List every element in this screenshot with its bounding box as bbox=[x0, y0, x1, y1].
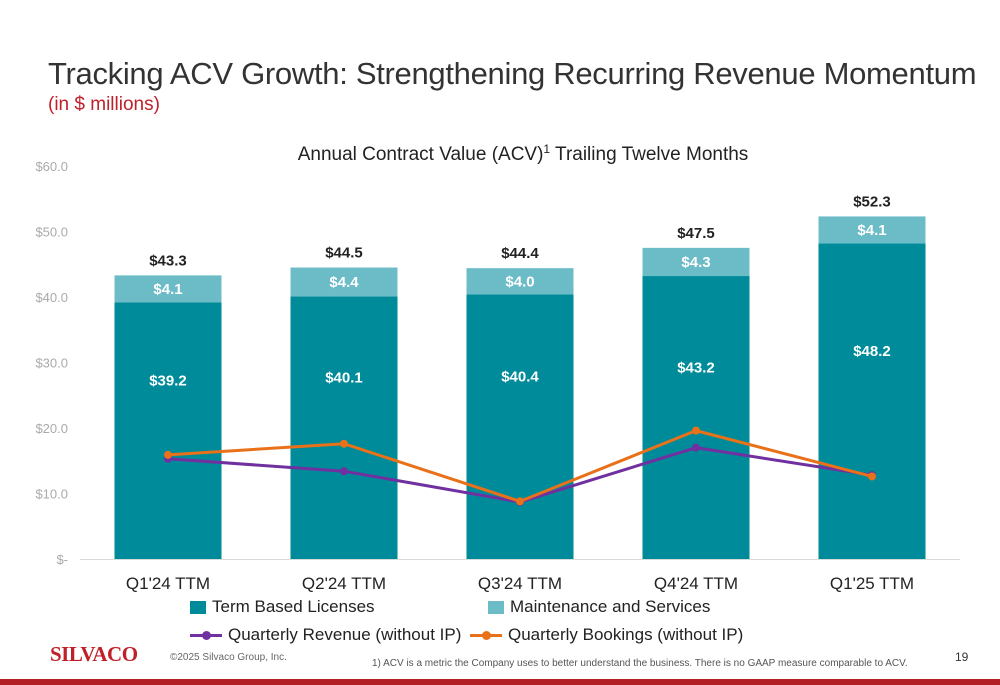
data-label-maintenance: $4.1 bbox=[153, 281, 182, 298]
data-label-term: $43.2 bbox=[677, 360, 715, 377]
slide-title: Tracking ACV Growth: Strengthening Recur… bbox=[48, 56, 977, 91]
y-tick-label: $30.0 bbox=[35, 356, 68, 371]
bar-term-based-licenses bbox=[642, 276, 750, 559]
legend-label-maintenance: Maintenance and Services bbox=[510, 597, 711, 616]
data-label-term: $39.2 bbox=[149, 373, 187, 390]
point-quarterly-revenue bbox=[692, 443, 700, 452]
point-quarterly-bookings bbox=[516, 497, 524, 506]
bar-maintenance-services bbox=[114, 275, 222, 303]
x-tick-label: Q2'24 TTM bbox=[302, 574, 386, 593]
footnote-text: 1) ACV is a metric the Company uses to b… bbox=[372, 658, 908, 669]
y-tick-label: $10.0 bbox=[35, 487, 68, 502]
bar-maintenance-services bbox=[290, 267, 398, 297]
y-tick-label: $50.0 bbox=[35, 225, 68, 240]
data-label-total: $44.4 bbox=[501, 245, 539, 262]
legend-maintenance-services: Maintenance and Services bbox=[488, 597, 710, 617]
data-label-maintenance: $4.0 bbox=[505, 273, 534, 290]
legend-line-revenue bbox=[190, 630, 222, 640]
data-label-maintenance: $4.4 bbox=[329, 274, 359, 291]
data-label-total: $43.3 bbox=[149, 252, 187, 269]
data-label-term: $40.4 bbox=[501, 369, 539, 386]
slide-subtitle: (in $ millions) bbox=[48, 94, 160, 115]
bar-term-based-licenses bbox=[290, 296, 398, 559]
point-quarterly-bookings bbox=[340, 439, 348, 448]
data-label-total: $44.5 bbox=[325, 245, 363, 262]
data-label-total: $52.3 bbox=[853, 193, 891, 210]
legend-term-based-licenses: Term Based Licenses bbox=[190, 597, 375, 617]
data-label-maintenance: $4.1 bbox=[857, 222, 886, 239]
bar-maintenance-services bbox=[642, 247, 750, 277]
point-quarterly-revenue bbox=[340, 467, 348, 476]
point-quarterly-bookings bbox=[164, 450, 172, 459]
data-label-maintenance: $4.3 bbox=[681, 254, 710, 271]
legend-quarterly-bookings: Quarterly Bookings (without IP) bbox=[470, 625, 743, 645]
point-quarterly-bookings bbox=[868, 472, 876, 481]
legend-swatch-term bbox=[190, 600, 206, 614]
legend-quarterly-revenue: Quarterly Revenue (without IP) bbox=[190, 625, 461, 645]
page-number: 19 bbox=[955, 650, 969, 664]
data-label-term: $40.1 bbox=[325, 370, 363, 387]
y-tick-label: $- bbox=[56, 552, 68, 567]
silvaco-logo: SILVACO bbox=[50, 642, 138, 666]
legend-label-term: Term Based Licenses bbox=[212, 597, 375, 616]
y-tick-label: $60.0 bbox=[35, 159, 68, 174]
bar-term-based-licenses bbox=[466, 294, 574, 559]
point-quarterly-bookings bbox=[692, 426, 700, 435]
bar-term-based-licenses bbox=[114, 302, 222, 559]
legend-line-bookings bbox=[470, 630, 502, 640]
x-tick-label: Q4'24 TTM bbox=[654, 574, 738, 593]
x-tick-label: Q1'25 TTM bbox=[830, 574, 914, 593]
chart-title: Annual Contract Value (ACV)1 Trailing Tw… bbox=[298, 142, 749, 165]
copyright-text: ©2025 Silvaco Group, Inc. bbox=[170, 652, 287, 663]
x-tick-label: Q1'24 TTM bbox=[126, 574, 210, 593]
bottom-accent-bar bbox=[0, 679, 1000, 685]
y-tick-label: $20.0 bbox=[35, 421, 68, 436]
legend-swatch-maintenance bbox=[488, 600, 504, 614]
data-label-term: $48.2 bbox=[853, 343, 891, 360]
bar-maintenance-services bbox=[818, 216, 926, 244]
bar-maintenance-services bbox=[466, 268, 574, 295]
x-tick-label: Q3'24 TTM bbox=[478, 574, 562, 593]
bar-term-based-licenses bbox=[818, 243, 926, 560]
data-label-total: $47.5 bbox=[677, 225, 715, 242]
y-tick-label: $40.0 bbox=[35, 290, 68, 305]
legend-label-bookings: Quarterly Bookings (without IP) bbox=[508, 625, 744, 644]
legend-label-revenue: Quarterly Revenue (without IP) bbox=[228, 625, 462, 644]
